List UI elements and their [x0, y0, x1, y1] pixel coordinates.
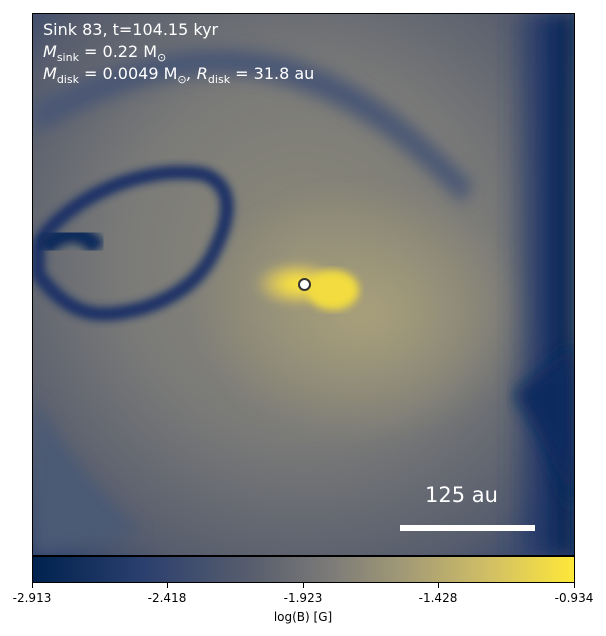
mdisk-unit: ⊙	[177, 73, 187, 87]
msink-subscript: sink	[56, 51, 79, 65]
msink-symbol: M	[43, 42, 57, 61]
colorbar-label: log(B) [G]	[273, 610, 333, 624]
sink-marker	[298, 278, 311, 291]
colorbar-tick-label: -1.428	[418, 591, 458, 605]
msink-value: = 0.22 M	[78, 42, 158, 61]
disk-line: Mdisk = 0.0049 M⊙, Rdisk = 31.8 au	[43, 64, 314, 90]
sink-title: Sink 83, t=104.15 kyr	[43, 20, 219, 39]
magnetic-field-map	[32, 13, 575, 556]
colorbar-tick	[574, 583, 575, 588]
mdisk-subscript: disk	[56, 73, 79, 87]
rdisk-symbol: , R	[186, 64, 208, 83]
colorbar-tick	[438, 583, 439, 588]
rdisk-value: = 31.8 au	[230, 64, 315, 83]
mdisk-symbol: M	[43, 64, 57, 83]
colorbar-tick-label: -2.418	[147, 591, 187, 605]
scale-bar	[400, 525, 535, 531]
mdisk-value: = 0.0049 M	[78, 64, 178, 83]
colorbar-tick	[303, 583, 304, 588]
sink-mass-line: Msink = 0.22 M⊙	[43, 42, 166, 68]
rdisk-subscript: disk	[207, 73, 231, 87]
colorbar-tick	[32, 583, 33, 588]
msink-unit: ⊙	[157, 51, 167, 65]
field-map-svg	[33, 14, 574, 555]
colorbar	[32, 556, 575, 583]
colorbar-tick-label: -1.923	[283, 591, 323, 605]
colorbar-tick-label: -0.934	[554, 591, 594, 605]
colorbar-tick	[167, 583, 168, 588]
colorbar-tick-label: -2.913	[12, 591, 52, 605]
scale-bar-label: 125 au	[425, 483, 498, 507]
